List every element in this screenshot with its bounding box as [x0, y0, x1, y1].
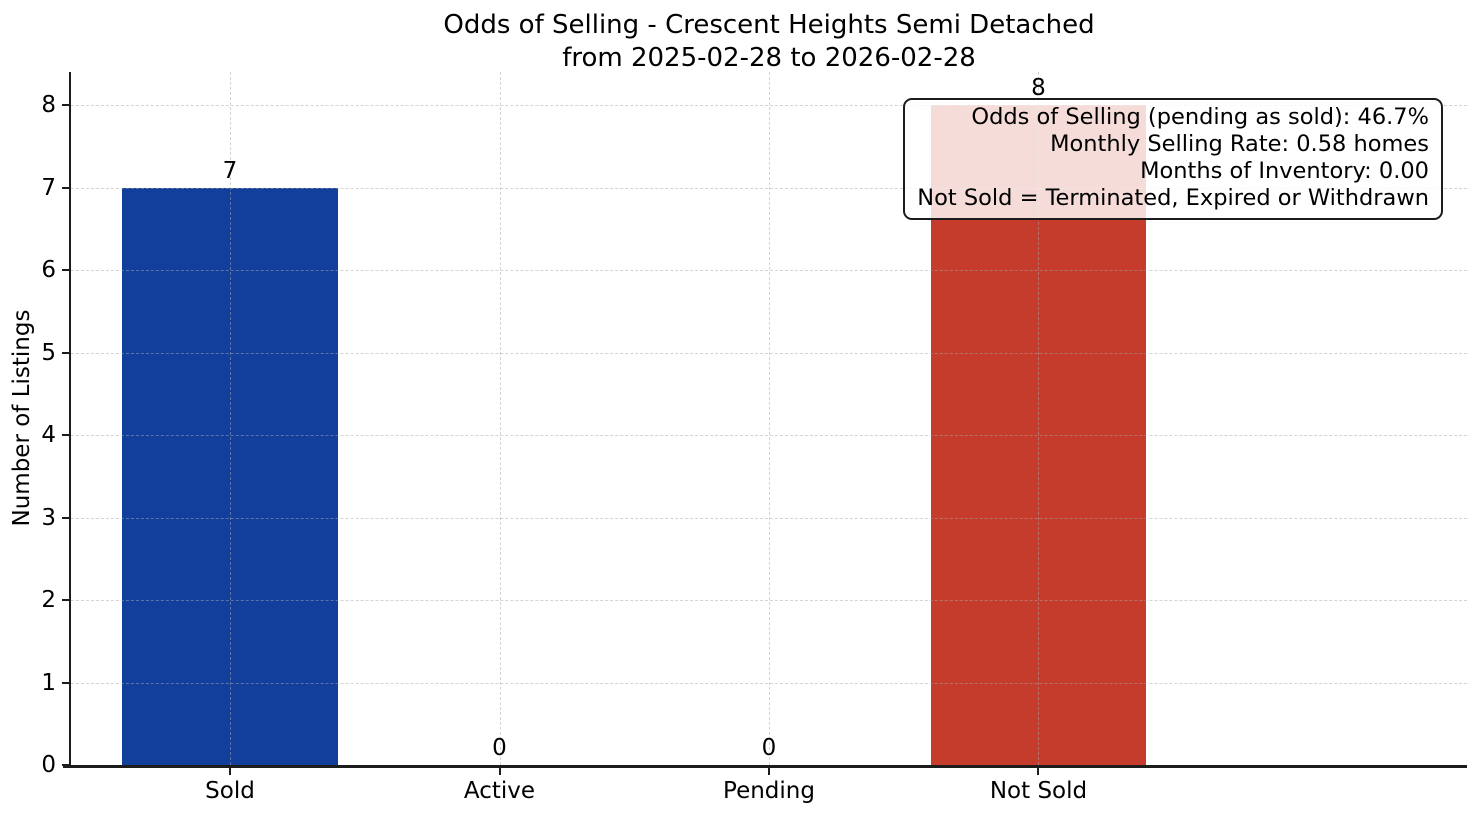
stats-annotation-box: Odds of Selling (pending as sold): 46.7%… [903, 98, 1443, 220]
y-axis-label: Number of Listings [9, 309, 35, 527]
y-tick-mark [62, 599, 71, 601]
x-axis-spine [63, 765, 1467, 768]
v-gridline [230, 72, 231, 765]
chart-title: Odds of Selling - Crescent Heights Semi … [443, 10, 1095, 40]
chart-subtitle: from 2025-02-28 to 2026-02-28 [562, 43, 976, 73]
x-tick-label-sold: Sold [205, 778, 255, 804]
annotation-monthly-selling-rate: Monthly Selling Rate: 0.58 homes [1050, 131, 1429, 157]
bar-value-label: 0 [761, 735, 777, 761]
y-tick-mark [62, 516, 71, 519]
bar-value-label: 8 [1031, 75, 1046, 101]
y-tick-label: 6 [41, 257, 56, 283]
y-tick-label: 1 [41, 669, 56, 696]
y-tick-mark [62, 351, 71, 354]
annotation-months-of-inventory: Months of Inventory: 0.00 [1140, 158, 1429, 184]
bar-value-label: 7 [222, 157, 238, 184]
x-tick-label-not-sold: Not Sold [989, 778, 1088, 804]
annotation-odds-of-selling: Odds of Selling (pending as sold): 46.7% [971, 104, 1429, 130]
y-tick-mark [62, 764, 71, 766]
y-tick-mark [62, 681, 71, 684]
v-gridline [499, 72, 501, 765]
x-tick-mark [498, 767, 501, 775]
x-tick-mark [229, 767, 231, 775]
y-tick-mark [62, 434, 71, 436]
x-tick-label-pending: Pending [723, 778, 815, 804]
y-tick-label: 5 [41, 339, 56, 366]
y-tick-label: 3 [41, 504, 56, 531]
v-gridline [769, 72, 770, 765]
y-tick-label: 4 [41, 422, 56, 448]
y-tick-mark [62, 104, 71, 106]
chart-title-block: Odds of Selling - Crescent Heights Semi … [71, 9, 1467, 75]
y-axis-spine [69, 72, 71, 767]
v-gridline [1038, 72, 1040, 765]
y-tick-label: 2 [41, 587, 56, 613]
x-tick-mark [1037, 767, 1040, 775]
y-tick-mark [62, 269, 71, 271]
y-tick-label: 8 [41, 92, 56, 118]
annotation-not-sold-definition: Not Sold = Terminated, Expired or Withdr… [917, 185, 1429, 211]
x-tick-label-active: Active [463, 778, 536, 804]
y-tick-label: 0 [41, 752, 56, 778]
x-tick-mark [768, 767, 770, 775]
bar-value-label: 0 [492, 735, 507, 761]
y-tick-mark [62, 186, 71, 189]
y-tick-label: 7 [41, 174, 56, 201]
